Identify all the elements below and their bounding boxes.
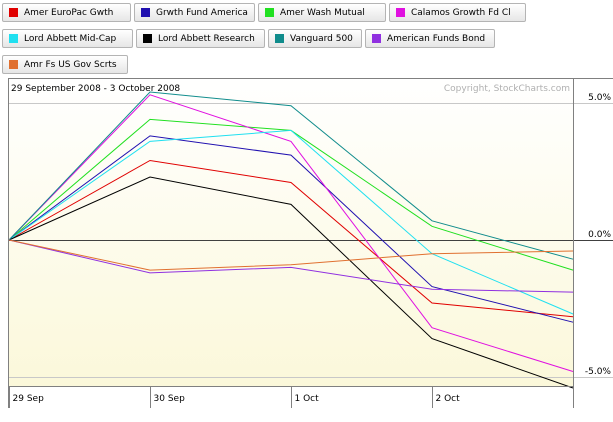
legend-label: Lord Abbett Research <box>158 33 255 44</box>
legend-swatch <box>396 8 405 17</box>
legend-swatch <box>265 8 274 17</box>
line-chart: 29 September 2008 - 3 October 2008 Copyr… <box>8 78 613 408</box>
legend-item[interactable]: Amr Fs US Gov Scrts <box>2 55 128 74</box>
legend-swatch <box>143 34 152 43</box>
legend-item[interactable]: Amer Wash Mutual <box>258 3 386 22</box>
legend-item[interactable]: Grwth Fund America <box>134 3 255 22</box>
x-tick-label: 2 Oct <box>436 394 461 404</box>
series-line <box>8 129 574 315</box>
legend-label: Amr Fs US Gov Scrts <box>24 59 117 70</box>
legend: Amer EuroPac Gwth Grwth Fund America Ame… <box>0 0 613 78</box>
x-tick-labels: 29 Sep 30 Sep 1 Oct 2 Oct <box>9 386 461 408</box>
legend-item[interactable]: Calamos Growth Fd Cl <box>389 3 526 22</box>
series-line <box>8 135 574 323</box>
x-tick-label: 1 Oct <box>295 394 320 404</box>
x-tick-label: 30 Sep <box>154 394 186 404</box>
y-tick-labels: 5.0% 0.0% -5.0% <box>585 93 612 377</box>
legend-label: Amer Wash Mutual <box>280 7 365 18</box>
legend-label: Calamos Growth Fd Cl <box>411 7 511 18</box>
legend-swatch <box>275 34 284 43</box>
series-line <box>8 239 574 293</box>
legend-swatch <box>372 34 381 43</box>
copyright-label: Copyright, StockCharts.com <box>444 84 570 94</box>
legend-item[interactable]: American Funds Bond <box>365 29 495 48</box>
series-line <box>8 176 574 389</box>
legend-label: Vanguard 500 <box>290 33 353 44</box>
y-tick-label: 5.0% <box>588 93 611 103</box>
y-tick-label: 0.0% <box>588 230 611 240</box>
series-line <box>8 91 574 260</box>
date-range-label: 29 September 2008 - 3 October 2008 <box>11 84 180 94</box>
legend-item[interactable]: Lord Abbett Research <box>136 29 265 48</box>
legend-label: Grwth Fund America <box>156 7 248 18</box>
legend-item[interactable]: Amer EuroPac Gwth <box>2 3 131 22</box>
grid <box>9 103 613 378</box>
series-line <box>8 159 574 318</box>
x-tick-label: 29 Sep <box>13 394 45 404</box>
legend-swatch <box>9 60 18 69</box>
legend-item[interactable]: Vanguard 500 <box>268 29 362 48</box>
legend-label: Lord Abbett Mid-Cap <box>24 33 117 44</box>
legend-swatch <box>141 8 150 17</box>
series-line <box>8 94 574 372</box>
legend-swatch <box>9 34 18 43</box>
legend-swatch <box>9 8 18 17</box>
plot-background <box>8 78 573 386</box>
series-line <box>8 239 574 271</box>
series-lines <box>8 91 574 389</box>
y-tick-label: -5.0% <box>585 367 612 377</box>
legend-label: Amer EuroPac Gwth <box>24 7 114 18</box>
legend-item[interactable]: Lord Abbett Mid-Cap <box>2 29 133 48</box>
legend-label: American Funds Bond <box>387 33 486 44</box>
